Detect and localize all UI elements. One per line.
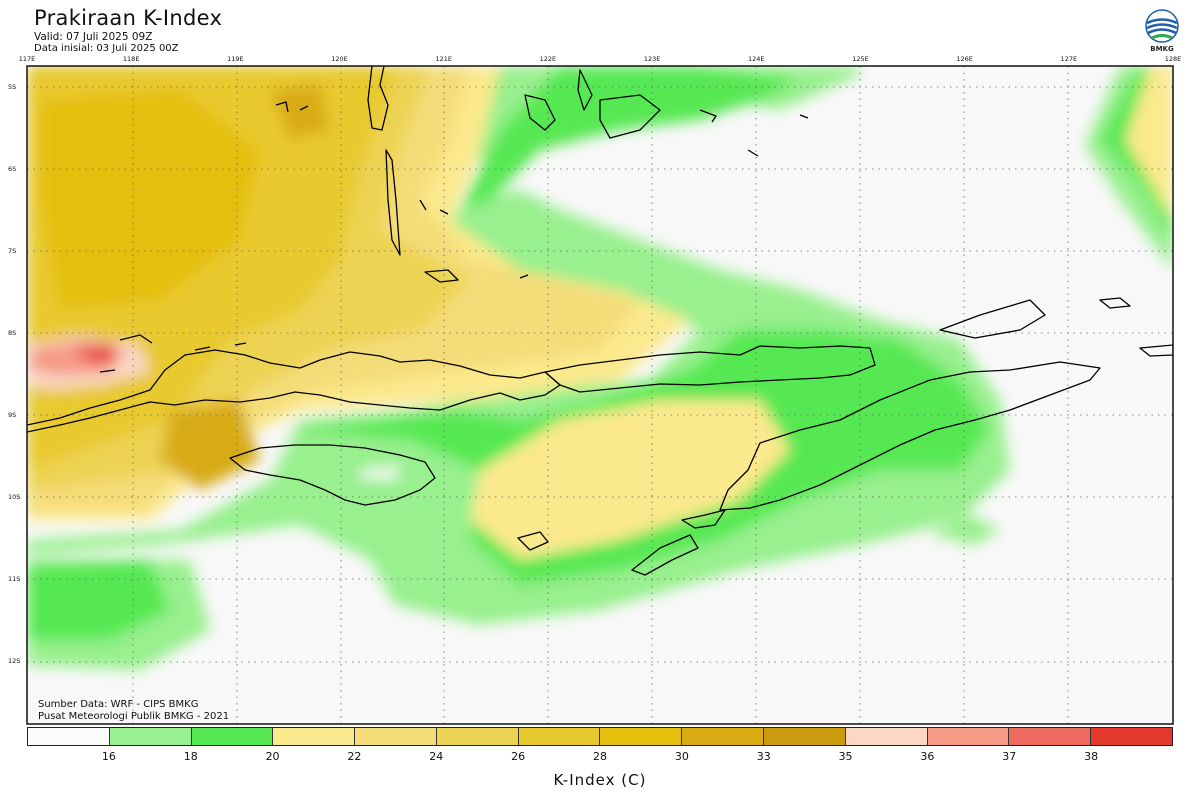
colorbar-segment (109, 728, 192, 745)
sawu-sea-islands (631, 534, 699, 576)
k-index-map (26, 65, 1174, 725)
longitude-label: 119E (227, 55, 244, 63)
field-18-20 (27, 560, 170, 640)
valid-time: Valid: 07 Juli 2025 09Z (34, 31, 153, 43)
colorbar-segment (845, 728, 928, 745)
bmkg-logo: BMKG (1144, 8, 1184, 58)
field-30-33 (270, 85, 330, 140)
logo-text: BMKG (1150, 45, 1174, 53)
kangean-islands (99, 334, 247, 373)
sumba-coast (229, 444, 436, 506)
latitude-label: 8S (8, 329, 17, 337)
latitude-label: 11S (8, 575, 21, 583)
longitude-label: 123E (643, 55, 661, 63)
gridlines (27, 66, 1173, 724)
latitude-label: 6S (8, 165, 17, 173)
data-source: Sumber Data: WRF - CIPS BMKG (38, 699, 199, 710)
alor-coast (939, 299, 1046, 339)
longitude-label: 117E (18, 55, 36, 63)
colorbar-segment (927, 728, 1010, 745)
savu-coast (517, 531, 549, 551)
longitude-label: 122E (539, 55, 557, 63)
colorbar-segment (764, 728, 846, 745)
colorbar-segment (28, 728, 110, 745)
sulawesi-coast (367, 66, 401, 256)
colorbar-tick-label: 38 (1084, 750, 1099, 763)
buton-coast (524, 69, 593, 131)
k-index-field (27, 66, 1173, 670)
colorbar-segment (355, 728, 437, 745)
colorbar-tick-label: 36 (920, 750, 935, 763)
field-38-plus (92, 347, 110, 360)
north-small-islands (275, 101, 809, 279)
colorbar-tick-label: 28 (593, 750, 607, 763)
field-below-16 (360, 466, 400, 480)
colorbar-segment (518, 728, 601, 745)
latitude-label: 10S (8, 493, 21, 501)
latitude-label: 7S (8, 247, 17, 255)
colorbar-tick-label: 18 (183, 750, 198, 763)
timor-coast (719, 361, 1101, 511)
field-20-22-south (470, 400, 790, 560)
longitude-label: 125E (852, 55, 869, 63)
colorbar-segment (1009, 728, 1092, 745)
wakatobi-coast (599, 94, 661, 139)
colorbar-tick-label: 20 (265, 750, 280, 763)
colorbar-tick-label: 24 (429, 750, 444, 763)
flores-coast (544, 345, 876, 393)
longitude-label: 120E (331, 55, 348, 63)
colorbar-segment (273, 728, 356, 745)
colorbar-segment (1091, 728, 1172, 745)
field-20-22-east (1125, 66, 1173, 220)
colorbar-segment (191, 728, 274, 745)
colorbar-segment (682, 728, 765, 745)
colorbar-segment (436, 728, 519, 745)
latitude-label: 12S (8, 657, 21, 665)
colorbar-tick-label: 30 (674, 750, 689, 763)
latitude-label: 5S (8, 83, 17, 91)
field-30-33-west (160, 400, 260, 490)
longitude-label: 118E (122, 55, 140, 63)
producer-credit: Pusat Meteorologi Publik BMKG - 2021 (38, 711, 230, 722)
longitude-label: 127E (1060, 55, 1078, 63)
map-title: Prakiraan K-Index (34, 6, 223, 30)
colorbar-tick-label: 33 (756, 750, 771, 763)
longitude-label: 126E (956, 55, 973, 63)
field-18-20-north (460, 66, 800, 210)
longitude-label: 124E (748, 55, 765, 63)
rote-coast (681, 509, 726, 529)
colorbar-segment (600, 728, 683, 745)
initial-data-time: Data inisial: 03 Juli 2025 00Z (34, 43, 179, 54)
bmkg-logo-icon (1145, 9, 1179, 43)
colorbar-tick-label: 22 (347, 750, 362, 763)
field-28-30 (40, 90, 260, 310)
latitude-label: 9S (8, 411, 17, 419)
longitude-label: 121E (435, 55, 452, 63)
wetar-coast (1099, 297, 1173, 357)
colorbar-tick-label: 16 (101, 750, 116, 763)
colorbar-tick-label: 26 (511, 750, 526, 763)
longitude-label: 128E (1164, 55, 1182, 63)
colorbar-tick-label: 35 (838, 750, 853, 763)
coastlines (27, 66, 1173, 576)
colorbar (27, 727, 1173, 746)
colorbar-tick-label: 37 (1002, 750, 1017, 763)
field-16-18-southeast (930, 515, 1000, 545)
map-frame (26, 65, 1174, 725)
selayar-coast (424, 269, 459, 283)
colorbar-title: K-Index (C) (553, 771, 647, 789)
